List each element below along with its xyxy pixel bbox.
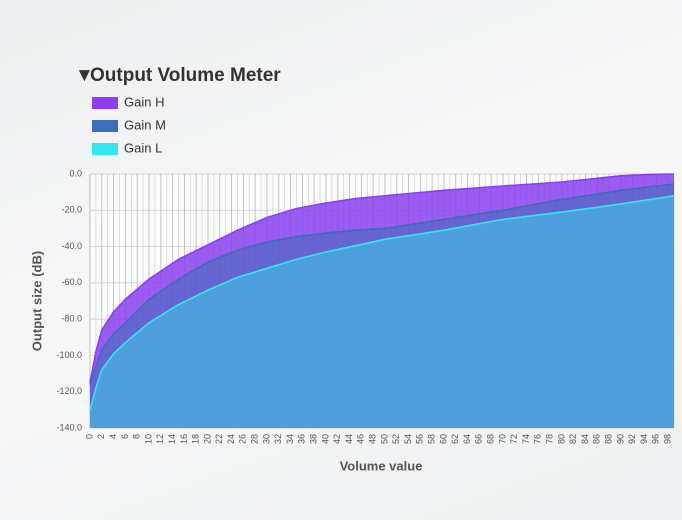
x-tick-label: 38 (309, 434, 319, 444)
x-tick-label: 6 (120, 434, 130, 439)
x-tick-label: 8 (132, 434, 142, 439)
x-tick-label: 32 (273, 434, 283, 444)
x-tick-label: 84 (580, 434, 590, 444)
area-line (89, 183, 675, 385)
x-tick-label: 72 (509, 434, 519, 444)
x-tick-label: 0 (84, 434, 94, 439)
y-tick-label: -120.0 (56, 386, 82, 396)
x-tick-label: 76 (533, 434, 543, 444)
x-tick-label: 50 (379, 434, 389, 444)
legend-label: Gain M (124, 117, 166, 132)
x-tick-label: 20 (202, 434, 212, 444)
x-tick-label: 24 (226, 434, 236, 444)
title-marker: ▼ (75, 65, 94, 86)
x-tick-label: 42 (332, 434, 342, 444)
x-axis-label: Volume value (340, 458, 423, 473)
x-tick-label: 40 (320, 434, 330, 444)
legend-label: Gain H (124, 94, 164, 109)
x-tick-label: 30 (261, 434, 271, 444)
x-tick-label: 26 (238, 434, 248, 444)
x-tick-label: 58 (427, 434, 437, 444)
x-tick-label: 14 (167, 434, 177, 444)
x-tick-label: 18 (191, 434, 201, 444)
x-tick-label: 64 (462, 434, 472, 444)
x-tick-label: 16 (179, 434, 189, 444)
area-line (89, 195, 675, 411)
x-tick-label: 46 (356, 434, 366, 444)
y-tick-label: -140.0 (56, 422, 82, 432)
x-tick-label: 74 (521, 434, 531, 444)
x-tick-label: 94 (639, 434, 649, 444)
y-tick-label: -100.0 (56, 350, 82, 360)
area-fill (90, 195, 674, 428)
x-tick-label: 28 (250, 434, 260, 444)
chart-title: Output Volume Meter (90, 65, 281, 86)
area-line (89, 173, 675, 383)
x-tick-label: 54 (403, 434, 413, 444)
legend-label: Gain L (124, 140, 162, 155)
x-tick-label: 90 (615, 434, 625, 444)
legend-swatch (92, 97, 118, 109)
legend-swatch (92, 120, 118, 132)
x-tick-label: 66 (474, 434, 484, 444)
x-tick-label: 4 (108, 434, 118, 439)
x-tick-label: 70 (497, 434, 507, 444)
x-tick-label: 36 (297, 434, 307, 444)
x-tick-label: 52 (391, 434, 401, 444)
x-tick-label: 62 (450, 434, 460, 444)
x-tick-label: 34 (285, 434, 295, 444)
x-tick-label: 10 (143, 434, 153, 444)
y-axis-label: Output size (dB) (29, 251, 44, 351)
x-tick-label: 96 (651, 434, 661, 444)
x-tick-label: 12 (155, 434, 165, 444)
x-tick-label: 56 (415, 434, 425, 444)
x-tick-label: 22 (214, 434, 224, 444)
x-tick-label: 88 (603, 434, 613, 444)
y-tick-label: -60.0 (61, 277, 82, 287)
x-tick-label: 82 (568, 434, 578, 444)
y-tick-label: -80.0 (61, 314, 82, 324)
x-tick-label: 60 (438, 434, 448, 444)
x-tick-label: 78 (544, 434, 554, 444)
area-fill (90, 184, 674, 428)
x-tick-label: 44 (344, 434, 354, 444)
x-tick-label: 80 (556, 434, 566, 444)
y-tick-label: -20.0 (61, 205, 82, 215)
legend-swatch (92, 143, 118, 155)
x-tick-label: 2 (96, 434, 106, 439)
x-tick-label: 48 (368, 434, 378, 444)
x-tick-label: 86 (592, 434, 602, 444)
y-tick-label: 0.0 (69, 168, 82, 178)
x-tick-label: 92 (627, 434, 637, 444)
x-tick-label: 98 (662, 434, 672, 444)
y-tick-label: -40.0 (61, 241, 82, 251)
x-tick-label: 68 (486, 434, 496, 444)
